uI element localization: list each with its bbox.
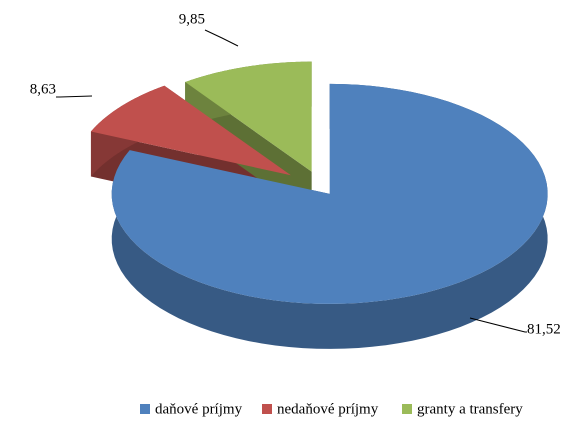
pie-slice: [90, 85, 291, 176]
pie-slice: [111, 83, 548, 304]
data-label: 9,85: [179, 11, 205, 27]
pie-slice: [185, 61, 312, 172]
leader-line: [204, 29, 239, 47]
legend-label: granty a transfery: [417, 401, 523, 417]
legend-swatch: [402, 404, 412, 414]
leader-line: [56, 95, 93, 98]
legend-swatch: [140, 404, 150, 414]
legend-swatch: [262, 404, 272, 414]
legend-label: nedaňové príjmy: [277, 401, 379, 417]
data-label: 81,52: [527, 321, 561, 337]
legend-label: daňové príjmy: [155, 401, 243, 417]
pie-tops: [90, 61, 548, 304]
leader-line: [469, 317, 527, 333]
data-label: 8,63: [30, 81, 56, 97]
